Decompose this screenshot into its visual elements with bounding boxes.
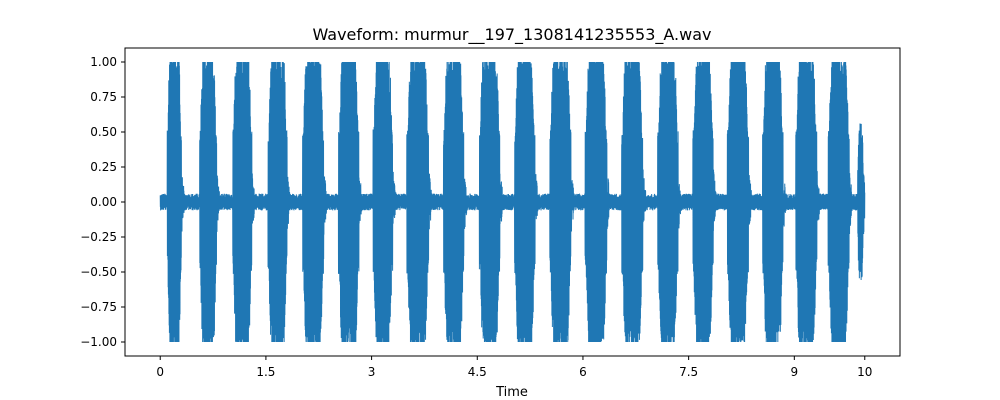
- x-tick-label: 9: [790, 365, 798, 379]
- waveform-line: [159, 61, 866, 343]
- y-tick-label: −0.75: [80, 300, 117, 314]
- y-tick-label: −0.25: [80, 230, 117, 244]
- x-tick-label: 1.5: [256, 365, 275, 379]
- x-tick-label: 7.5: [679, 365, 698, 379]
- x-tick-label: 4.5: [468, 365, 487, 379]
- chart-title: Waveform: murmur__197_1308141235553_A.wa…: [312, 25, 711, 45]
- y-tick-label: 0.50: [90, 125, 117, 139]
- x-tick-label: 0: [156, 365, 164, 379]
- x-tick-label: 3: [368, 365, 376, 379]
- x-axis: 0 1.5 3 4.5 6 7.5 9 10: [156, 356, 872, 379]
- y-tick-label: −0.50: [80, 265, 117, 279]
- y-tick-label: 0.75: [90, 90, 117, 104]
- x-axis-label: Time: [495, 385, 528, 400]
- y-tick-label: −1.00: [80, 335, 117, 349]
- y-tick-label: 0.25: [90, 160, 117, 174]
- x-tick-label: 10: [857, 365, 872, 379]
- x-tick-label: 6: [579, 365, 587, 379]
- y-tick-label: 0.00: [90, 195, 117, 209]
- plot-area: [159, 61, 866, 343]
- y-axis: 1.00 0.75 0.50 0.25 0.00 −0.25 −0.50 −0.75 −1.00: [80, 55, 125, 349]
- y-tick-label: 1.00: [90, 55, 117, 69]
